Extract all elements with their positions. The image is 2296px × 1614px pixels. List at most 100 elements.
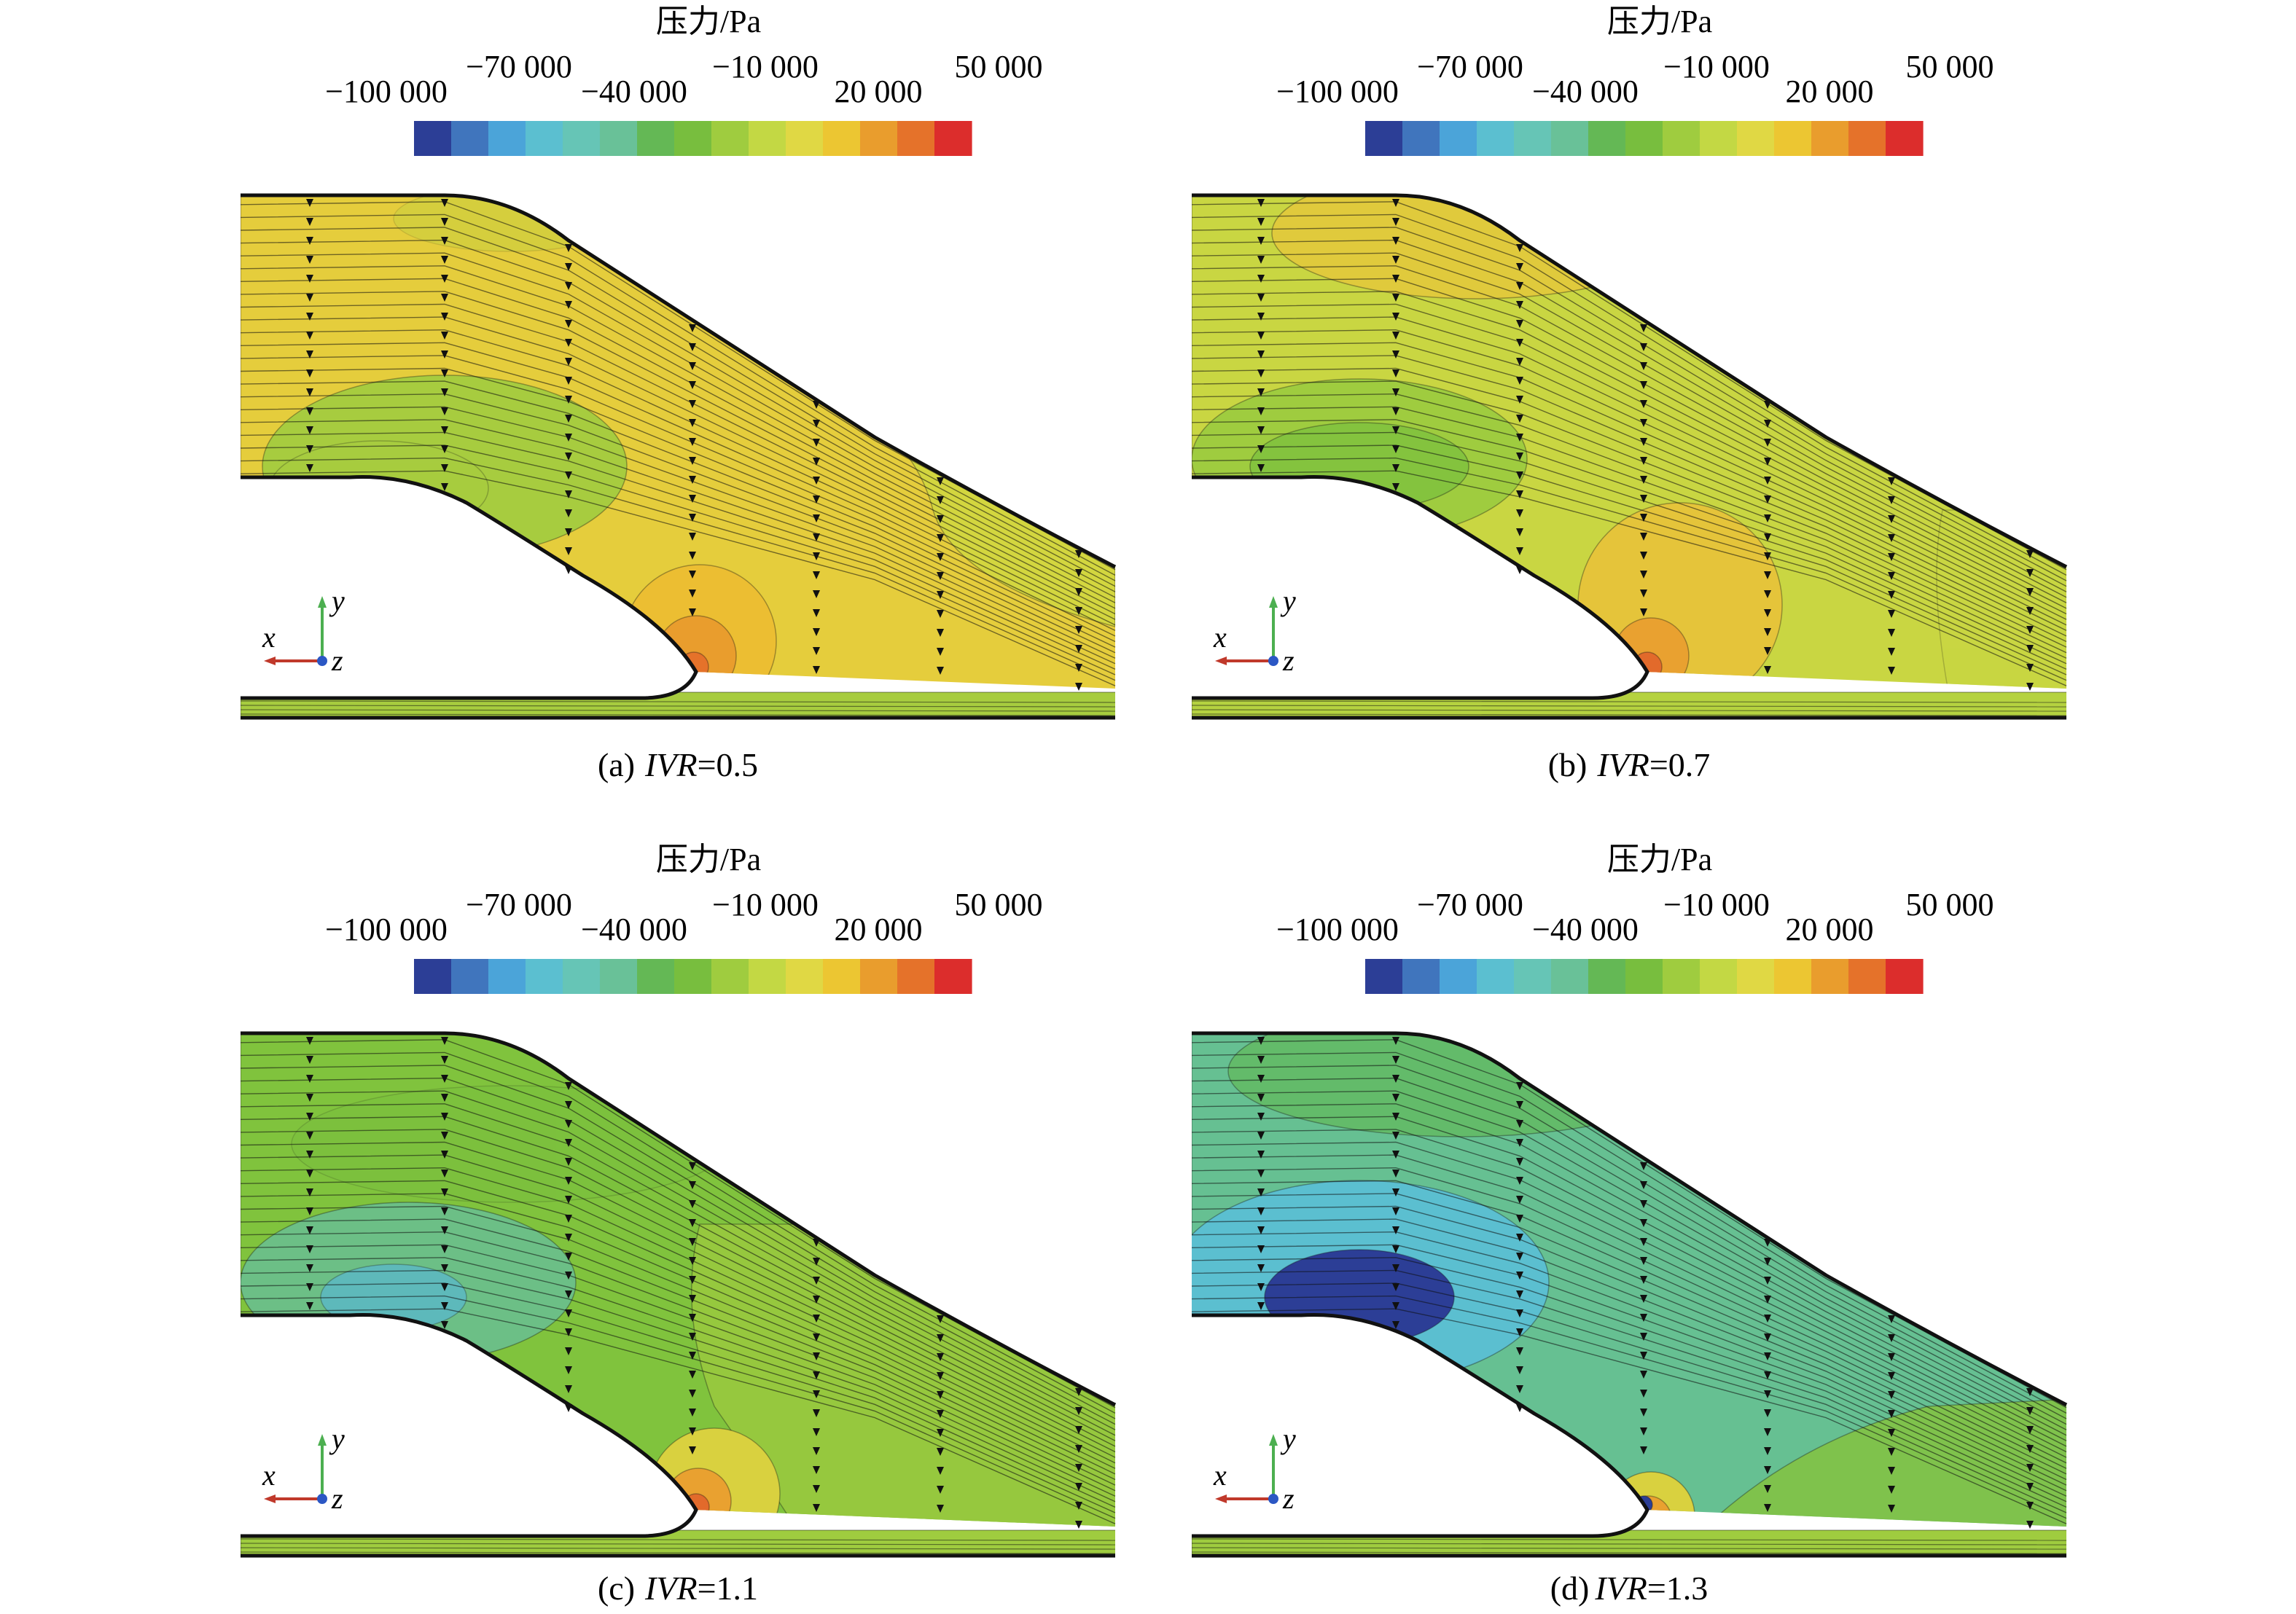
flow-arrow (1075, 607, 1082, 615)
colorbar-swatch (711, 959, 749, 994)
colorbar-swatch (637, 959, 675, 994)
flow-arrow (565, 1158, 572, 1166)
flow-arrow (1392, 1056, 1399, 1064)
flow-arrow (2026, 664, 2034, 672)
flow-arrow (1640, 514, 1647, 522)
streamline (240, 1129, 1116, 1447)
flow-arrow (306, 350, 313, 359)
colorbar-swatch (1663, 959, 1700, 994)
flow-arrow (689, 1333, 696, 1341)
flow-arrow (1516, 320, 1523, 328)
flow-arrow (1392, 1264, 1399, 1272)
streamline (240, 213, 1116, 576)
flow-arrow (1516, 1082, 1523, 1090)
colorbar-tick-label: −10 000 (1663, 49, 1770, 85)
flow-field: y x z (240, 193, 1117, 720)
flow-arrow (306, 1302, 313, 1310)
flow-arrow (1764, 1466, 1771, 1474)
flow-arrow (565, 509, 572, 517)
flow-arrow (441, 350, 448, 359)
flow-arrow (1257, 1075, 1265, 1083)
flow-arrow (813, 1258, 820, 1266)
streamline (1191, 1051, 2067, 1414)
colorbar-tick-label: 50 000 (1906, 887, 1994, 922)
flow-arrow (1392, 332, 1399, 340)
colorbar-swatch (1440, 121, 1477, 156)
flow-arrow (937, 553, 944, 561)
flow-arrow (2026, 1464, 2034, 1472)
flow-arrow (441, 218, 448, 226)
flow-arrow (1640, 419, 1647, 427)
colorbar-tick-label: −40 000 (1532, 74, 1639, 109)
flow-arrow (441, 407, 448, 415)
flow-arrow (1640, 381, 1647, 389)
flow-arrow (689, 1446, 696, 1454)
streamline (240, 700, 1116, 703)
flow-arrow (565, 1253, 572, 1261)
streamline (240, 291, 1116, 609)
flow-arrow (1888, 553, 1895, 561)
flow-arrow (441, 483, 448, 491)
streamlines (240, 199, 1116, 716)
flow-arrow (441, 1037, 448, 1045)
x-axis-label: x (262, 1459, 276, 1492)
colorbar-swatch (1514, 121, 1552, 156)
colorbar-swatch (1886, 121, 1924, 156)
colorbar-swatch (786, 121, 824, 156)
flow-arrow (1392, 1075, 1399, 1083)
flow-arrow (689, 571, 696, 579)
colorbar-swatch (1886, 959, 1924, 994)
flow-arrow (1516, 509, 1523, 517)
streamline (1191, 1257, 2067, 1503)
colorbar-tick-label: −70 000 (466, 49, 572, 85)
streamline (240, 393, 1116, 654)
flow-arrow (306, 426, 313, 434)
streamline (1191, 709, 2067, 712)
colorbar-tick-label: −100 000 (325, 74, 448, 109)
flow-arrow (306, 1170, 313, 1178)
colorbar-swatch (823, 121, 861, 156)
flow-arrow (937, 572, 944, 580)
streamline (1191, 1269, 2067, 1508)
flow-arrow (565, 528, 572, 536)
flow-arrow (1764, 1352, 1771, 1360)
flow-arrow (1516, 1234, 1523, 1242)
streamline (240, 1551, 1116, 1554)
flow-arrow (689, 495, 696, 503)
flow-arrow (1392, 1170, 1399, 1178)
flow-arrow (813, 1428, 820, 1436)
colorbar-tick-label: −10 000 (712, 887, 819, 922)
colorbar-swatch (526, 959, 563, 994)
flow-arrow (1392, 1132, 1399, 1140)
flow-arrow (1075, 569, 1082, 577)
colorbar-swatch (563, 959, 601, 994)
flow-arrow (565, 1215, 572, 1223)
streamline (1191, 1231, 2067, 1492)
flow-arrow (306, 199, 313, 207)
flow-arrow (1392, 483, 1399, 491)
flow-arrow (565, 1272, 572, 1280)
flow-arrow (1075, 588, 1082, 596)
flow-arrow (1888, 1353, 1895, 1361)
streamline (1191, 213, 2067, 576)
flow-arrow (1257, 275, 1265, 283)
streamlines (240, 1037, 1116, 1554)
flow-arrow (1257, 1188, 1265, 1196)
pressure-colorbar: 压力/Pa −70 000 −10 000 50 000 −100 000 −4… (1276, 4, 1994, 156)
flow-arrow (937, 1334, 944, 1342)
flow-arrow (1888, 648, 1895, 656)
flow-field: y x z (240, 1031, 1117, 1558)
flow-arrow (937, 1372, 944, 1380)
x-axis-label: x (1213, 621, 1227, 654)
colorbar-swatch (451, 121, 489, 156)
flow-arrow (1640, 1333, 1647, 1341)
flow-arrow (689, 514, 696, 522)
colorbar-tick-label: 20 000 (835, 912, 923, 947)
flow-arrow (1392, 1245, 1399, 1253)
flow-arrow (1075, 1426, 1082, 1434)
flow-arrow (1075, 645, 1082, 653)
flow-arrow (813, 1333, 820, 1341)
flow-arrow (1764, 1315, 1771, 1323)
flow-arrow (1516, 528, 1523, 536)
colorbar-tick-label: −100 000 (325, 912, 448, 947)
